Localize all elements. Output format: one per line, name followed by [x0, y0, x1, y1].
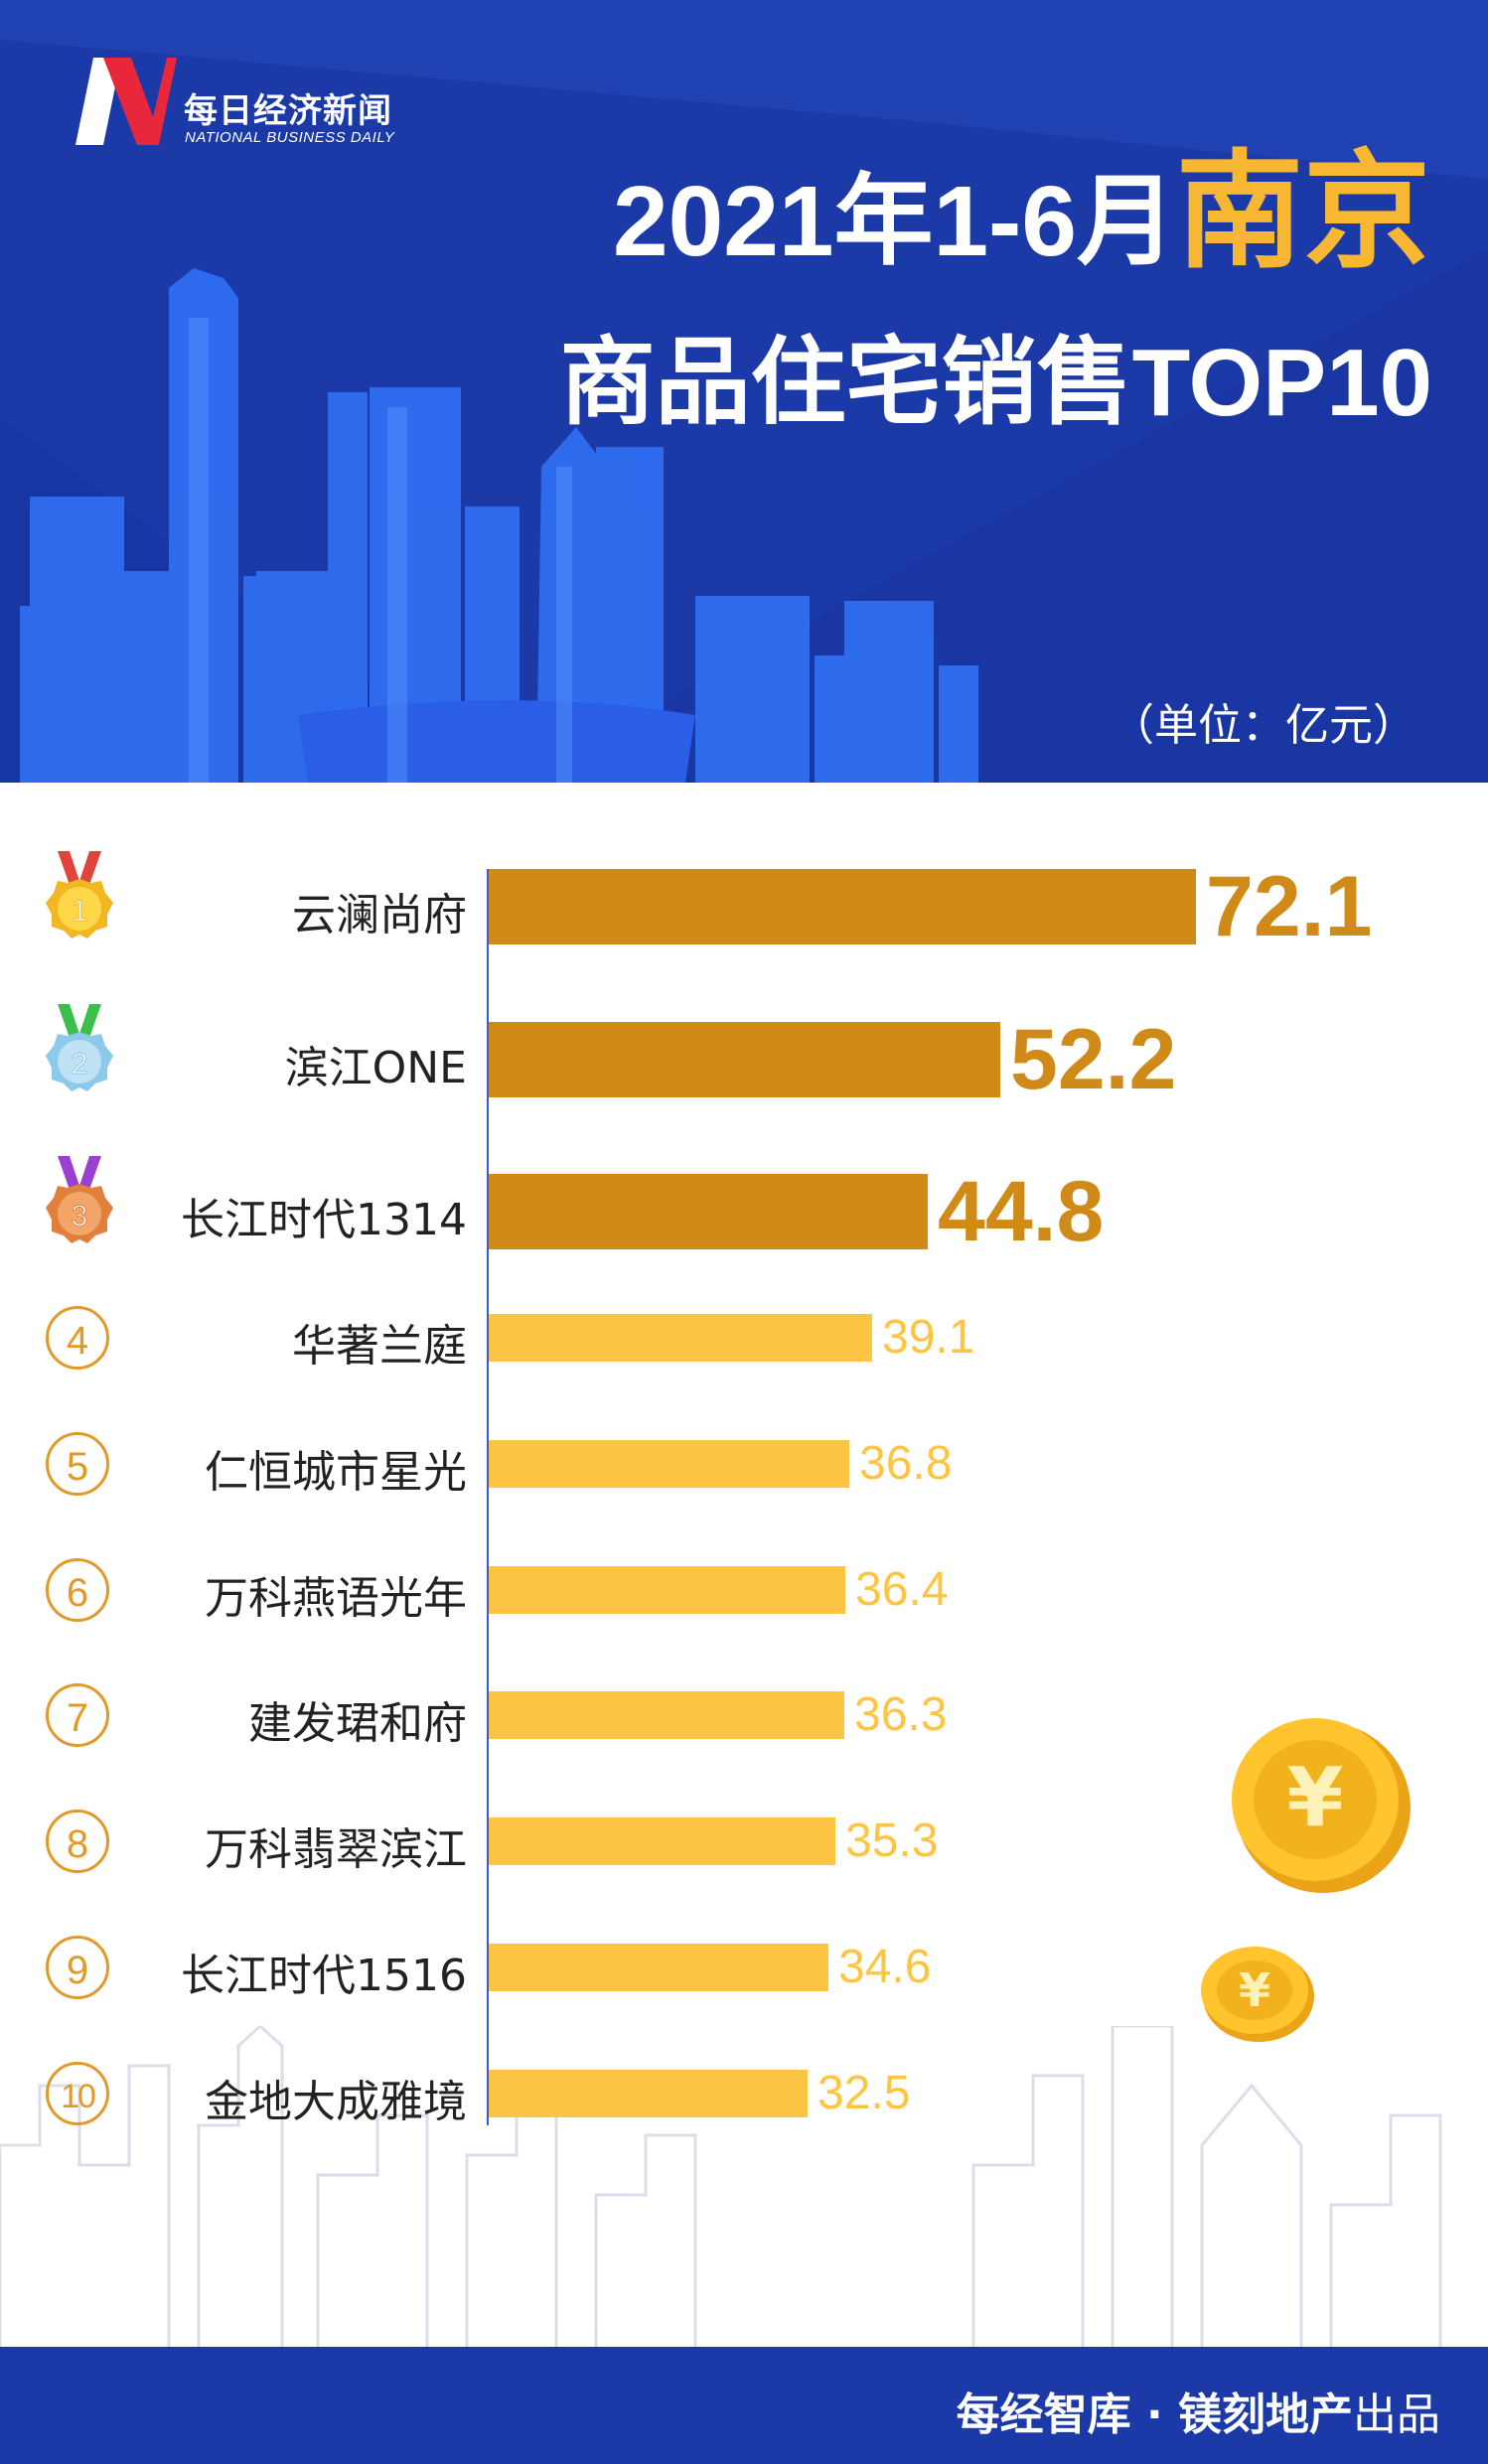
nbd-logo: [75, 58, 177, 145]
rank-badge-7: 7: [46, 1683, 109, 1747]
header-banner: 每日经济新闻 NATIONAL BUSINESS DAILY 2021年1-6月…: [0, 0, 1488, 783]
svg-text:3: 3: [72, 1200, 88, 1232]
title-line-1: 2021年1-6月南京: [613, 149, 1430, 276]
rank-medal-icon-3: 3: [46, 1156, 113, 1243]
bar-value-label: 44.8: [938, 1164, 1105, 1259]
brand-name-en: NATIONAL BUSINESS DAILY: [185, 129, 395, 146]
bar-label: 长江时代1314: [181, 1195, 467, 1245]
bar-value-label: 36.4: [855, 1563, 949, 1616]
rank-medal-icon-1: 1: [46, 851, 113, 939]
rank-medal-icon-2: 2: [46, 1004, 113, 1091]
chart-y-axis: [487, 869, 489, 2125]
bar-label: 金地大成雅境: [205, 2077, 467, 2127]
title-city: 南京: [1175, 141, 1430, 283]
bar-value-label: 52.2: [1010, 1012, 1177, 1107]
rank-badge-5: 5: [46, 1432, 109, 1496]
bar-label: 万科燕语光年: [205, 1573, 467, 1624]
city-skyline-illustration: [0, 0, 1488, 783]
rank-badge-6: 6: [46, 1558, 109, 1622]
svg-text:1: 1: [72, 895, 88, 928]
brand-name-cn: 每日经济新闻: [184, 91, 392, 131]
bar-value-label: 72.1: [1206, 859, 1373, 954]
rank-badge-4: 4: [46, 1306, 109, 1370]
bar-value-label: 32.5: [818, 2067, 911, 2119]
background-skyline-outline: [0, 2026, 1442, 2347]
footer-credit: 每经智库 · 镁刻地产出品: [957, 2379, 1440, 2442]
svg-text:¥: ¥: [1286, 1751, 1343, 1845]
gold-coin-icon-small: ¥: [1201, 1947, 1314, 2042]
title-period: 2021年1-6月: [612, 166, 1176, 277]
bar: [489, 869, 1196, 944]
bar-value-label: 35.3: [845, 1814, 939, 1867]
bar: [489, 2070, 808, 2117]
rank-badge-10: 10: [46, 2062, 109, 2125]
bar: [489, 1440, 849, 1488]
bar: [489, 1174, 928, 1249]
gold-coin-icon-large: ¥: [1232, 1718, 1411, 1893]
bar-label: 仁恒城市星光: [205, 1447, 467, 1498]
bar: [489, 1314, 872, 1362]
rank-badge-9: 9: [46, 1936, 109, 1999]
footer-bar: 每经智库 · 镁刻地产出品: [0, 2347, 1488, 2464]
bar-label: 长江时代1516: [181, 1951, 467, 2001]
bar: [489, 1022, 1000, 1097]
bar-value-label: 39.1: [882, 1311, 975, 1364]
bar: [489, 1817, 835, 1865]
bar: [489, 1691, 844, 1739]
bar-label: 华著兰庭: [292, 1321, 467, 1372]
bar-value-label: 36.8: [859, 1437, 953, 1490]
bar-label: 建发珺和府: [248, 1698, 467, 1749]
unit-label: （单位：亿元）: [1111, 700, 1416, 751]
footer-credit-source: 每经智库 · 镁刻地产: [956, 2390, 1353, 2440]
bar-value-label: 36.3: [854, 1688, 948, 1741]
bar-label: 云澜尚府: [292, 890, 467, 941]
svg-text:¥: ¥: [1239, 1963, 1270, 2017]
rank-badge-8: 8: [46, 1810, 109, 1873]
svg-text:2: 2: [72, 1048, 88, 1081]
bar: [489, 1944, 828, 1991]
footer-credit-suffix: 出品: [1353, 2390, 1440, 2440]
bar: [489, 1566, 845, 1614]
title-line-2: 商品住宅销售TOP10: [559, 330, 1432, 436]
bar-value-label: 34.6: [838, 1941, 932, 1993]
bar-label: 万科翡翠滨江: [205, 1824, 467, 1875]
bar-label: 滨江ONE: [284, 1043, 467, 1093]
